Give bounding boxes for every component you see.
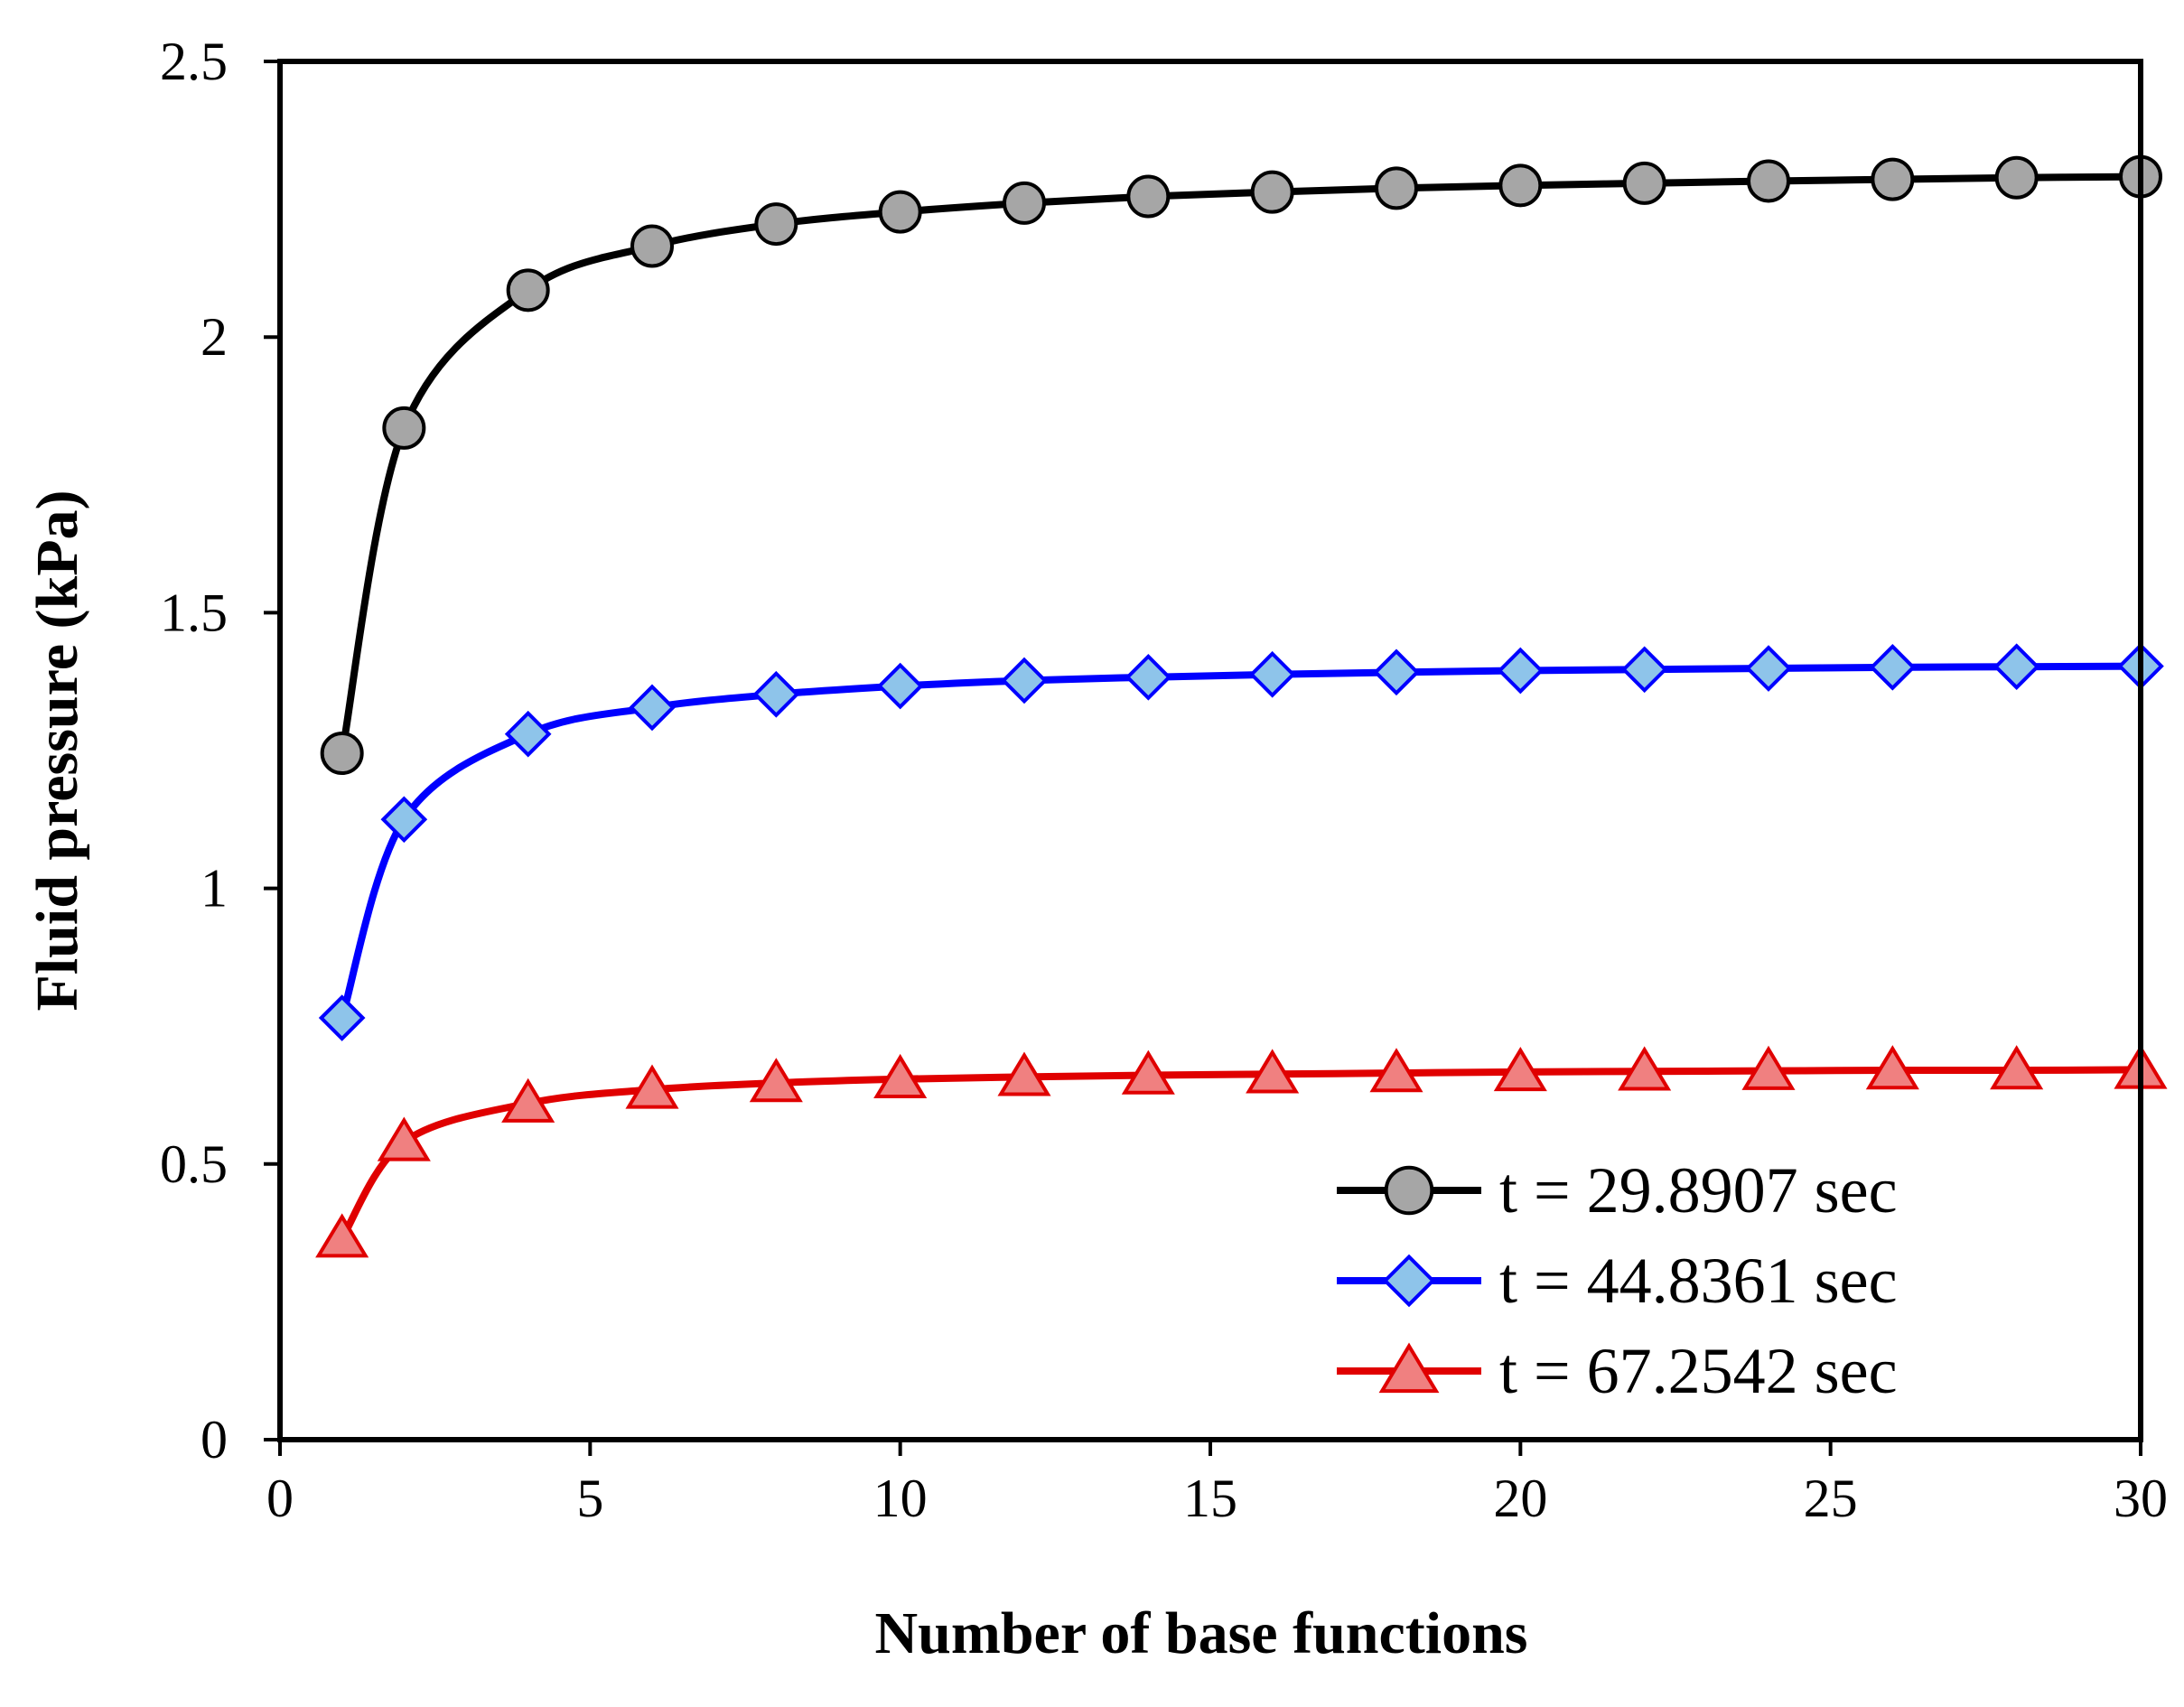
data-point-circle bbox=[1747, 159, 1790, 203]
x-tick-label: 0 bbox=[266, 1469, 294, 1528]
data-point-diamond bbox=[1497, 647, 1545, 695]
data-point-circle bbox=[382, 406, 426, 450]
series-layer bbox=[315, 154, 2168, 1258]
data-point-circle bbox=[506, 268, 550, 312]
data-point-diamond bbox=[1373, 648, 1420, 696]
data-point-triangle bbox=[1741, 1045, 1796, 1090]
y-tick-label: 2 bbox=[201, 307, 228, 367]
data-point-triangle bbox=[315, 1213, 369, 1258]
data-point-triangle bbox=[1121, 1049, 1175, 1095]
data-point-circle bbox=[1003, 181, 1046, 225]
legend-entry: t = 29.8907 sec bbox=[1337, 1154, 1898, 1227]
data-point-diamond bbox=[1125, 653, 1172, 701]
data-point-triangle bbox=[377, 1116, 431, 1161]
data-point-circle bbox=[1498, 163, 1543, 208]
y-axis-title: Fluid pressure (kPa) bbox=[24, 490, 90, 1012]
data-point-triangle bbox=[1369, 1048, 1423, 1093]
data-point-diamond bbox=[629, 684, 676, 732]
legend-entry: t = 44.8361 sec bbox=[1337, 1245, 1898, 1317]
legend: t = 29.8907 sec t = 44.8361 sec t = 67.254… bbox=[1337, 1154, 1898, 1407]
data-point-diamond bbox=[1620, 646, 1668, 694]
data-point-diamond bbox=[1001, 657, 1048, 704]
data-point-triangle bbox=[501, 1077, 555, 1123]
y-tick-label: 0 bbox=[201, 1410, 228, 1469]
y-tick-label: 2.5 bbox=[160, 32, 228, 91]
series-line bbox=[339, 1066, 2142, 1241]
data-point-triangle bbox=[625, 1064, 679, 1109]
data-point-diamond bbox=[1869, 644, 1917, 691]
x-tick-label: 5 bbox=[576, 1469, 603, 1528]
legend-label: t = 29.8907 sec bbox=[1499, 1154, 1898, 1227]
series-diamond bbox=[318, 642, 2164, 1041]
data-point-circle bbox=[1126, 174, 1171, 219]
data-point-diamond bbox=[1993, 643, 2040, 691]
data-point-diamond bbox=[876, 662, 924, 710]
data-point-diamond bbox=[380, 796, 428, 844]
x-axis-title: Number of base functions bbox=[874, 1600, 1527, 1666]
legend-label: t = 44.8361 sec bbox=[1499, 1245, 1898, 1317]
y-tick-label: 1 bbox=[201, 859, 228, 919]
ticks-layer: 0 5 10 15 20 25 30 0 0.5 1 1.5 2 2.5 bbox=[160, 32, 2168, 1528]
data-point-triangle bbox=[1865, 1045, 1919, 1090]
legend-marker-triangle bbox=[1378, 1342, 1440, 1394]
series-circle bbox=[320, 154, 2162, 776]
data-point-triangle bbox=[1493, 1046, 1547, 1092]
data-point-triangle bbox=[1990, 1045, 2044, 1090]
x-tick-label: 20 bbox=[1493, 1469, 1547, 1528]
data-point-circle bbox=[878, 190, 922, 234]
data-point-triangle bbox=[873, 1053, 928, 1098]
legend-entry: t = 67.2542 sec bbox=[1337, 1335, 1898, 1407]
data-point-diamond bbox=[318, 994, 366, 1041]
data-point-diamond bbox=[1248, 650, 1296, 698]
legend-label: t = 67.2542 sec bbox=[1499, 1335, 1898, 1407]
data-point-circle bbox=[754, 202, 798, 247]
data-point-circle bbox=[1994, 155, 2039, 200]
data-point-triangle bbox=[1246, 1049, 1300, 1094]
x-tick-label: 10 bbox=[873, 1469, 928, 1528]
data-point-circle bbox=[1622, 161, 1666, 205]
data-point-circle bbox=[1871, 157, 1915, 201]
data-point-circle bbox=[1250, 170, 1294, 214]
data-point-circle bbox=[630, 224, 674, 268]
data-point-circle bbox=[320, 732, 364, 776]
x-tick-label: 25 bbox=[1804, 1469, 1858, 1528]
x-tick-label: 30 bbox=[2114, 1469, 2168, 1528]
data-point-diamond bbox=[1745, 645, 1792, 692]
data-point-diamond bbox=[504, 710, 552, 758]
data-point-diamond bbox=[752, 670, 800, 718]
data-point-triangle bbox=[749, 1058, 803, 1103]
data-point-circle bbox=[1375, 166, 1418, 210]
y-tick-label: 0.5 bbox=[160, 1134, 228, 1194]
x-tick-label: 15 bbox=[1183, 1469, 1237, 1528]
series-triangle bbox=[315, 1044, 2168, 1258]
data-point-triangle bbox=[997, 1051, 1051, 1096]
data-point-triangle bbox=[1618, 1046, 1672, 1091]
legend-marker-circle bbox=[1384, 1165, 1434, 1216]
legend-marker-diamond bbox=[1382, 1254, 1436, 1308]
y-tick-label: 1.5 bbox=[160, 583, 228, 642]
